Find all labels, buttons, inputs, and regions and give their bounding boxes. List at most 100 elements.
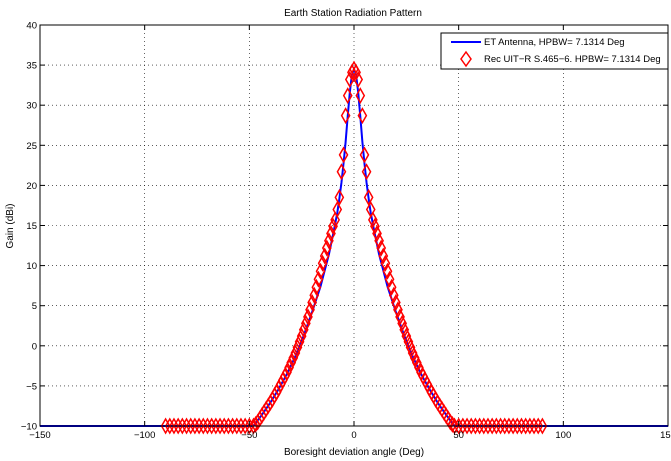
y-axis-label: Gain (dBi) (5, 203, 16, 248)
y-tick-label: 30 (26, 101, 37, 112)
x-tick-label: 50 (453, 430, 464, 441)
rec-uitr-point (370, 217, 380, 235)
rec-uitr-point (363, 188, 374, 206)
rec-uitr-point (470, 417, 481, 435)
rec-uitr-point (340, 107, 351, 125)
rec-uitr-point (399, 321, 410, 339)
rec-uitr-point (298, 321, 309, 339)
rec-uitr-point (447, 415, 458, 433)
rec-uitr-point (332, 200, 343, 218)
rec-uitr-point (508, 417, 518, 435)
x-tick-label: −150 (29, 430, 50, 441)
rec-uitr-point (210, 417, 221, 435)
rec-uitr-point (391, 293, 401, 312)
rec-uitr-point (290, 344, 301, 362)
rec-uitr-point (328, 217, 338, 235)
rec-uitr-point (282, 363, 292, 381)
rec-uitr-point (382, 262, 393, 280)
rec-uitr-point (393, 301, 403, 319)
legend-label-rec-uitr: Rec UIT−R S.465−6. HPBW= 7.1314 Deg (484, 54, 661, 65)
rec-uitr-point (215, 417, 225, 435)
rec-uitr-point (223, 417, 234, 435)
rec-uitr-point (286, 354, 297, 372)
rec-uitr-point (355, 87, 366, 105)
rec-uitr-point (397, 314, 408, 332)
data-series (40, 60, 668, 435)
y-tick-label: 25 (26, 141, 37, 152)
rec-uitr-point (330, 211, 341, 229)
rec-uitr-point (296, 327, 307, 345)
rec-uitr-point (280, 367, 290, 385)
rec-uitr-point (376, 239, 387, 257)
rec-uitr-point (483, 417, 493, 435)
rec-uitr-point (449, 417, 460, 435)
x-tick-label: 0 (351, 430, 356, 441)
rec-uitr-point (474, 417, 485, 435)
rec-uitr-point (403, 333, 414, 351)
grid-lines (40, 25, 668, 426)
rec-uitr-point (384, 270, 395, 288)
legend-label-et-antenna: ET Antenna, HPBW= 7.1314 Deg (484, 37, 625, 48)
rec-uitr-point (466, 417, 477, 435)
rec-uitr-point (516, 417, 527, 435)
y-tick-label: 35 (26, 61, 37, 72)
rec-uitr-point (169, 417, 179, 435)
x-tick-label: −100 (134, 430, 155, 441)
rec-uitr-point (284, 358, 294, 376)
rec-uitr-point (380, 254, 391, 272)
y-tick-label: 0 (32, 341, 37, 352)
rec-uitr-point (487, 417, 498, 435)
rec-uitr-point (202, 417, 213, 435)
rec-uitr-point (357, 107, 368, 125)
rec-uitr-point (164, 417, 175, 435)
rec-uitr-point (405, 338, 416, 356)
rec-uitr-point (236, 417, 246, 435)
rec-uitr-point (219, 417, 230, 435)
rec-uitr-point (537, 417, 548, 435)
rec-uitr-point (359, 146, 370, 164)
rec-uitr-point (292, 338, 303, 356)
y-tick-label: 15 (26, 221, 37, 232)
rec-uitr-point (185, 417, 196, 435)
rec-uitr-point (194, 417, 204, 435)
chart-title: Earth Station Radiation Pattern (284, 8, 422, 19)
y-tick-label: 10 (26, 261, 37, 272)
legend: ET Antenna, HPBW= 7.1314 Deg Rec UIT−R S… (440, 32, 669, 70)
rec-uitr-point (173, 417, 184, 435)
rec-uitr-point (361, 163, 372, 181)
axis-ticks: −150−100−50050100150−10−5051015202530354… (21, 21, 671, 442)
y-tick-label: −5 (26, 381, 37, 392)
rec-uitr-point (453, 417, 464, 435)
rec-uitr-point (288, 349, 299, 367)
rec-uitr-point (338, 146, 349, 164)
rec-uitr-point (198, 417, 209, 435)
rec-uitr-point (533, 417, 544, 435)
rec-uitr-point (401, 327, 412, 345)
rec-uitr-point (353, 71, 364, 89)
rec-uitr-point (378, 247, 389, 265)
rec-uitr-point (520, 417, 531, 435)
rec-uitr-point (367, 211, 378, 229)
rec-uitr-point (462, 417, 472, 435)
rec-uitr-point (181, 417, 192, 435)
rec-uitr-point (374, 232, 384, 250)
rec-uitr-point (160, 417, 171, 435)
legend-swatch-rec-uitr (460, 50, 472, 68)
rec-uitr-point (294, 333, 305, 351)
y-tick-label: −10 (21, 422, 37, 433)
x-tick-label: −50 (241, 430, 257, 441)
rec-uitr-point (248, 417, 259, 435)
rec-uitr-point (388, 286, 399, 304)
rec-uitr-point (457, 417, 468, 435)
x-tick-label: 150 (660, 430, 671, 441)
x-tick-label: 100 (555, 430, 571, 441)
y-tick-label: 20 (26, 181, 37, 192)
rec-uitr-point (347, 63, 357, 81)
x-axis-label: Boresight deviation angle (Deg) (284, 447, 424, 458)
rec-uitr-point (351, 63, 361, 81)
rec-uitr-point (227, 417, 238, 435)
y-tick-label: 5 (32, 301, 37, 312)
rec-uitr-point (342, 87, 353, 105)
rec-uitr-point (231, 417, 242, 435)
